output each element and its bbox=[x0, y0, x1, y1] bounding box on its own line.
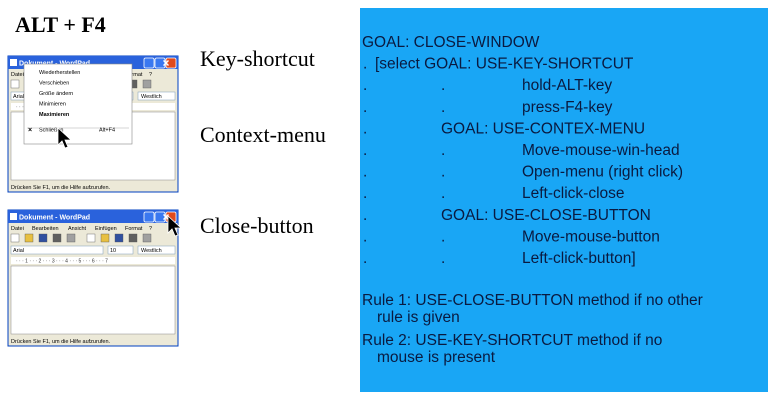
dot: . bbox=[441, 164, 445, 181]
script-name: Westlich bbox=[141, 248, 162, 254]
menu-item: Einfügen bbox=[95, 226, 117, 232]
menu-item: Datei bbox=[11, 72, 24, 78]
rule: Rule 2: USE-KEY-SHORTCUT method if no bbox=[362, 332, 662, 349]
dot: . bbox=[441, 77, 445, 94]
mouse-cursor bbox=[57, 127, 73, 149]
menu-entry: Größe ändern bbox=[39, 91, 73, 97]
goal-line: GOAL: USE-CLOSE-BUTTON bbox=[441, 207, 651, 224]
tool-icon bbox=[10, 233, 20, 243]
goal-line: GOAL: USE-CONTEX-MENU bbox=[441, 120, 645, 137]
goal-text: GOAL: CLOSE-WINDOW. [select GOAL: USE-KEY… bbox=[362, 34, 703, 366]
dot: . bbox=[363, 228, 367, 245]
title-button bbox=[165, 57, 177, 69]
font-size: 10 bbox=[110, 248, 116, 254]
script-box bbox=[137, 245, 176, 255]
tool-icon bbox=[86, 233, 96, 243]
tool-icon bbox=[24, 233, 34, 243]
goal-line: Move-mouse-button bbox=[522, 228, 660, 245]
dot: . bbox=[441, 185, 445, 202]
goal-line: Left-click-button] bbox=[522, 250, 636, 267]
screenshots: Dokument - WordPad Datei Bearbeiten Ansicht… bbox=[7, 55, 183, 347]
tool-icon bbox=[66, 233, 76, 243]
dot: . bbox=[363, 56, 367, 73]
window-title: Dokument - WordPad bbox=[19, 215, 90, 222]
tool-icon bbox=[142, 233, 152, 243]
status-bar: Drücken Sie F1, um die Hilfe aufzurufen. bbox=[11, 185, 111, 191]
dot: . bbox=[363, 77, 367, 94]
goal-line: [select GOAL: USE-KEY-SHORTCUT bbox=[375, 56, 634, 73]
method-label: Key-shortcut bbox=[200, 46, 315, 71]
tool-icon bbox=[52, 233, 62, 243]
script-name: Westlich bbox=[141, 94, 162, 100]
menu-entry: Wiederherstellen bbox=[39, 70, 80, 76]
menu-item: Format bbox=[125, 226, 143, 232]
title-button bbox=[143, 211, 155, 223]
tool-icon bbox=[114, 233, 124, 243]
dot: . bbox=[441, 250, 445, 267]
context-menu bbox=[23, 63, 133, 145]
tool-icon bbox=[10, 79, 20, 89]
dot: . bbox=[363, 142, 367, 159]
app-icon bbox=[10, 213, 17, 220]
ruler-text: · · · 1 · · · 2 · · · 3 · · · 4 · · · 5 … bbox=[16, 259, 108, 265]
menu-item: Bearbeiten bbox=[32, 226, 59, 232]
script-box bbox=[137, 91, 176, 101]
goal-line: Open-menu (right click) bbox=[522, 164, 683, 181]
app-icon bbox=[10, 59, 17, 66]
dot: . bbox=[363, 250, 367, 267]
menu-item: ? bbox=[149, 226, 152, 232]
menu-item: Datei bbox=[11, 226, 24, 232]
title: ALT + F4 bbox=[15, 12, 106, 37]
font-name: Arial bbox=[13, 248, 24, 254]
goal-line: Move-mouse-win-head bbox=[522, 142, 680, 159]
menu-item: Format bbox=[125, 72, 143, 78]
goal-line: GOAL: CLOSE-WINDOW bbox=[362, 34, 540, 51]
menu-item: ? bbox=[149, 72, 152, 78]
menu-entry: Minimieren bbox=[39, 102, 66, 108]
goal-panel bbox=[360, 8, 768, 392]
tool-icon bbox=[100, 233, 110, 243]
rule: rule is given bbox=[377, 309, 460, 326]
method-label: Context-menu bbox=[200, 122, 326, 147]
document-area bbox=[10, 265, 176, 335]
dot: . bbox=[363, 185, 367, 202]
mouse-cursor bbox=[167, 215, 183, 237]
menu-shortcut: Alt+F4 bbox=[99, 128, 115, 134]
rule: Rule 1: USE-CLOSE-BUTTON method if no ot… bbox=[362, 292, 703, 309]
close-x bbox=[163, 60, 169, 66]
dot: . bbox=[441, 99, 445, 116]
tool-icon bbox=[142, 79, 152, 89]
goal-line: Left-click-close bbox=[522, 185, 625, 202]
dot: . bbox=[363, 120, 367, 137]
menu-item: Ansicht bbox=[68, 226, 87, 232]
menu-entry: Schließen bbox=[39, 128, 63, 134]
status-bar: Drücken Sie F1, um die Hilfe aufzurufen. bbox=[11, 339, 111, 345]
size-box bbox=[107, 245, 134, 255]
dot: . bbox=[363, 164, 367, 181]
dot: . bbox=[441, 142, 445, 159]
dot: . bbox=[363, 207, 367, 224]
tool-icon bbox=[38, 233, 48, 243]
rule: mouse is present bbox=[377, 349, 496, 366]
menu-entry: Verschieben bbox=[39, 81, 69, 87]
close-glyph: × bbox=[28, 127, 32, 134]
font-name: Arial bbox=[13, 94, 24, 100]
title-button bbox=[154, 57, 166, 69]
dot: . bbox=[441, 228, 445, 245]
goal-line: press-F4-key bbox=[522, 99, 613, 116]
ruler bbox=[11, 257, 175, 264]
dot: . bbox=[363, 99, 367, 116]
menu-entry: Maximieren bbox=[39, 112, 70, 118]
tool-icon bbox=[128, 233, 138, 243]
method-label: Close-button bbox=[200, 213, 314, 238]
goal-line: hold-ALT-key bbox=[522, 77, 612, 94]
title-button bbox=[154, 211, 166, 223]
font-box bbox=[10, 245, 104, 255]
title-bar bbox=[8, 210, 178, 223]
title-button bbox=[143, 57, 155, 69]
